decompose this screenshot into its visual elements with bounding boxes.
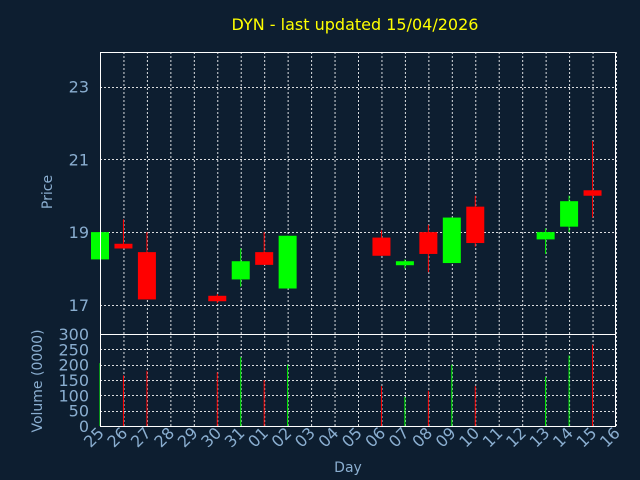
volume-tick-label: 50 bbox=[69, 402, 89, 421]
volume-tick-label: 150 bbox=[58, 371, 89, 390]
x-axis-label: Day bbox=[334, 460, 362, 476]
volume-tick-label: 250 bbox=[58, 340, 89, 359]
candle-body bbox=[278, 235, 297, 289]
chart-title: DYN - last updated 15/04/2026 bbox=[232, 15, 479, 34]
candle-body bbox=[137, 252, 156, 300]
price-tick-label: 23 bbox=[69, 78, 89, 97]
volume-panel-frame bbox=[100, 334, 616, 427]
candle-body bbox=[208, 295, 227, 302]
candle-27 bbox=[137, 232, 156, 300]
frame-layer bbox=[100, 52, 616, 427]
candle-01 bbox=[255, 232, 274, 265]
candle-15 bbox=[583, 141, 602, 218]
candle-07 bbox=[395, 259, 414, 269]
volume-tick-label: 100 bbox=[58, 386, 89, 405]
candle-26 bbox=[114, 219, 133, 249]
candle-13 bbox=[536, 228, 555, 254]
candle-body bbox=[536, 232, 555, 240]
price-axis-label: Price bbox=[40, 175, 56, 209]
candle-06 bbox=[372, 230, 391, 256]
candle-02 bbox=[278, 235, 297, 289]
candle-body bbox=[560, 201, 579, 227]
x-axis-ticks: 2526272829303101020304050607080910111213… bbox=[80, 423, 624, 451]
candle-body bbox=[419, 232, 438, 254]
candle-body bbox=[442, 217, 461, 264]
candle-body bbox=[372, 237, 391, 256]
candle-09 bbox=[442, 217, 461, 264]
volume-tick-label: 0 bbox=[79, 417, 89, 436]
candle-body bbox=[114, 243, 133, 249]
volume-tick-label: 300 bbox=[58, 325, 89, 344]
candle-body bbox=[395, 261, 414, 266]
candle-body bbox=[255, 252, 274, 265]
price-axis-ticks: 17 19 21 23 bbox=[69, 78, 89, 315]
candle-body bbox=[466, 206, 485, 244]
candle-10 bbox=[466, 195, 485, 247]
candle-30 bbox=[208, 293, 227, 304]
volume-axis-label: Volume (0000) bbox=[30, 329, 46, 432]
candle-08 bbox=[419, 224, 438, 273]
candle-31 bbox=[231, 248, 250, 287]
candle-body bbox=[583, 190, 602, 196]
price-tick-label: 21 bbox=[69, 150, 89, 169]
price-tick-label: 17 bbox=[69, 296, 89, 315]
candle-body bbox=[231, 261, 250, 280]
volume-tick-label: 200 bbox=[58, 356, 89, 375]
grid-layer bbox=[100, 52, 617, 426]
candle-14 bbox=[560, 195, 579, 233]
price-tick-label: 19 bbox=[69, 223, 89, 242]
